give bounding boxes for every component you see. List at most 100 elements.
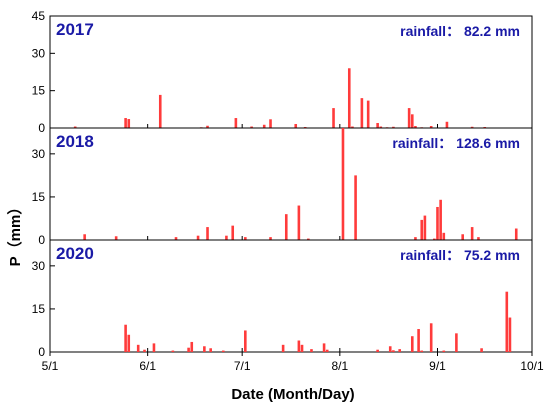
bar [244, 237, 247, 240]
bar [231, 225, 235, 240]
bar [143, 349, 146, 352]
bar [325, 349, 329, 352]
bar [436, 206, 439, 240]
bar [407, 108, 411, 128]
bar [347, 68, 351, 128]
bar [410, 114, 414, 128]
bar [73, 126, 77, 128]
x-tick-label: 5/1 [42, 359, 59, 373]
bar [379, 126, 383, 128]
bar [354, 175, 357, 240]
bar [410, 336, 414, 352]
bar [360, 98, 364, 128]
x-tick-label: 10/1 [520, 359, 544, 373]
bar [187, 347, 190, 352]
bar [392, 350, 395, 352]
bar [171, 350, 175, 352]
x-axis-ticks: 5/1 6/1 7/1 8/1 9/1 10/1 [42, 352, 544, 373]
bar [366, 100, 370, 128]
bar [508, 317, 512, 352]
bar [442, 232, 446, 240]
y-tick-label: 0 [38, 121, 45, 135]
bar [190, 341, 194, 352]
y-axis-label: P（mm） [6, 200, 24, 267]
bar [514, 228, 518, 240]
bar [158, 94, 162, 128]
bar [423, 215, 427, 240]
bar [455, 333, 458, 352]
x-tick-label: 9/1 [429, 359, 446, 373]
bar [310, 349, 313, 352]
panel-year-label: 2017 [56, 20, 94, 39]
bar [420, 219, 424, 240]
bar [429, 126, 433, 128]
y-tick-label: 30 [32, 147, 46, 161]
bar [206, 227, 209, 240]
bar [114, 236, 118, 240]
bar [262, 124, 266, 128]
bar [392, 126, 395, 128]
bar [376, 123, 379, 128]
bar [322, 343, 326, 352]
panel-year-label: 2018 [56, 132, 94, 151]
bar [196, 235, 200, 240]
y-tick-label: 45 [32, 9, 46, 23]
x-axis-label: Date (Month/Day) [231, 386, 354, 403]
bar [127, 334, 131, 352]
bar [206, 125, 209, 128]
bar [445, 121, 449, 128]
bar [307, 238, 310, 240]
y-tick-label: 30 [32, 259, 46, 273]
y-tick-label: 30 [32, 46, 46, 60]
bar [221, 350, 225, 352]
bar [433, 238, 436, 240]
bar [417, 329, 420, 352]
rainfall-total-label: rainfall： 128.6 mm [392, 135, 520, 151]
y-tick-label: 0 [38, 345, 45, 359]
bar [332, 108, 335, 128]
bar [477, 237, 480, 240]
bar [461, 234, 464, 240]
chart-panels: 0 15 30 45 2017 rainfall： 82.2 mm 0 15 30 2018 rai… [32, 9, 533, 359]
bar [203, 346, 206, 352]
bar [480, 348, 483, 352]
bar [152, 343, 156, 352]
y-tick-label: 0 [38, 233, 45, 247]
bar [470, 227, 474, 240]
x-tick-label: 6/1 [139, 359, 156, 373]
bar [250, 126, 253, 128]
bar [505, 291, 509, 352]
panel-2017: 0 15 30 45 2017 rainfall： 82.2 mm [32, 9, 533, 135]
bar [341, 128, 345, 240]
bar [269, 237, 272, 240]
bar [429, 323, 433, 352]
panel-2018: 0 15 30 2018 rainfall： 128.6 mm [32, 127, 533, 247]
bar [269, 119, 272, 128]
bar [439, 199, 442, 240]
y-tick-label: 15 [32, 190, 46, 204]
bar [351, 126, 354, 128]
bar [244, 330, 247, 352]
bar [300, 344, 304, 352]
bar [124, 118, 127, 128]
rainfall-total-label: rainfall： 82.2 mm [400, 23, 520, 39]
bar [470, 126, 474, 128]
bar [398, 349, 401, 352]
bar [420, 350, 424, 352]
bar [294, 124, 298, 128]
y-tick-label: 15 [32, 302, 46, 316]
bar [124, 324, 127, 352]
bar [284, 214, 288, 240]
rainfall-total-label: rainfall： 75.2 mm [400, 247, 520, 263]
bar [136, 344, 140, 352]
bar [225, 235, 228, 240]
bar [174, 237, 178, 240]
panel-year-label: 2020 [56, 244, 94, 263]
bar [281, 344, 285, 352]
bar [388, 346, 392, 352]
bar [414, 237, 417, 240]
bar [83, 234, 86, 240]
panel-2020: 0 15 30 2020 rainfall： 75.2 mm [32, 239, 533, 359]
bar [234, 118, 238, 128]
